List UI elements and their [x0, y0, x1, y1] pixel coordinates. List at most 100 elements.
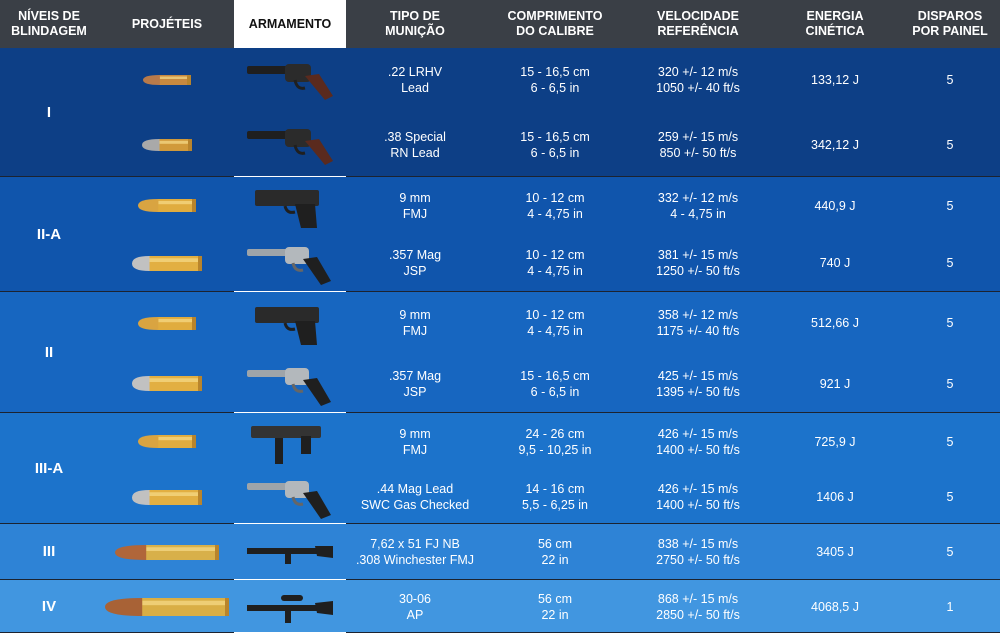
velocidade-line: 1250 +/- 50 ft/s — [656, 264, 740, 278]
energia-cell: 921 J — [770, 354, 900, 413]
velocidade-cell: 426 +/- 15 m/s 1400 +/- 50 ft/s — [626, 470, 770, 524]
comprimento-cell: 15 - 16,5 cm 6 - 6,5 in — [484, 48, 626, 112]
velocidade-cell: 868 +/- 15 m/s 2850 +/- 50 ft/s — [626, 580, 770, 633]
energia-value: 342,12 J — [811, 137, 859, 152]
table-header: NÍVEIS DE BLINDAGEM PROJÉTEIS ARMAMENTO … — [0, 0, 1000, 48]
velocidade-cell: 259 +/- 15 m/s 850 +/- 50 ft/s — [626, 112, 770, 177]
velocidade-line: 425 +/- 15 m/s — [657, 368, 739, 383]
comprimento-line: 9,5 - 10,25 in — [518, 442, 592, 457]
disparos-cell: 5 — [900, 112, 1000, 177]
magnum-revolver-icon — [234, 234, 346, 292]
armor-level-label: III — [42, 543, 56, 560]
comprimento-line: 15 - 16,5 cm — [520, 65, 590, 79]
rifle-cartridge-icon — [100, 524, 234, 580]
magnum-bullet-icon — [100, 234, 234, 292]
velocidade-line: 358 +/- 12 m/s — [657, 308, 739, 322]
pistol-bullet-icon — [100, 292, 234, 354]
velocidade-line: 1175 +/- 40 ft/s — [656, 324, 740, 338]
disparos-value: 1 — [946, 599, 954, 614]
rifle-icon — [234, 524, 346, 580]
table-row: .22 LRHV Lead 15 - 16,5 cm 6 - 6,5 in 320 +/… — [0, 48, 1000, 112]
disparos-value: 5 — [946, 490, 954, 504]
velocidade-line: 332 +/- 12 m/s — [657, 190, 739, 205]
energia-value: 440,9 J — [814, 198, 856, 213]
energia-value: 921 J — [819, 376, 851, 391]
velocidade-line: 320 +/- 12 m/s — [657, 65, 739, 79]
comprimento-line: 56 cm — [537, 537, 573, 551]
disparos-value: 5 — [946, 545, 954, 559]
tipo-line: FMJ — [402, 324, 428, 338]
header-armamento: ARMAMENTO — [234, 0, 346, 48]
tipo-line: RN Lead — [390, 145, 440, 160]
armor-level-group: III 7,62 x 51 FJ NB .308 Winchester FMJ 56 … — [0, 524, 1000, 579]
disparos-cell: 5 — [900, 292, 1000, 354]
disparos-cell: 5 — [900, 524, 1000, 580]
comprimento-cell: 10 - 12 cm 4 - 4,75 in — [484, 234, 626, 292]
tipo-line: 7,62 x 51 FJ NB — [370, 537, 460, 551]
tipo-line: FMJ — [402, 206, 428, 221]
velocidade-line: 1400 +/- 50 ft/s — [656, 442, 740, 457]
table-row: .38 Special RN Lead 15 - 16,5 cm 6 - 6,5 in… — [0, 112, 1000, 177]
energia-value: 4068,5 J — [811, 599, 859, 614]
tipo-line: .38 Special — [384, 129, 446, 144]
submachine-gun-icon — [234, 413, 346, 470]
revolver-icon — [234, 112, 346, 177]
velocidade-line: 1400 +/- 50 ft/s — [656, 498, 740, 512]
header-niveis: NÍVEIS DE BLINDAGEM — [11, 9, 87, 38]
armor-level-group: IV 30-06 AP 56 cm 22 in 868 +/- 15 m/s 2850 +/… — [0, 580, 1000, 632]
table-row: 7,62 x 51 FJ NB .308 Winchester FMJ 56 cm 2… — [0, 524, 1000, 580]
disparos-value: 5 — [946, 256, 954, 270]
pistol-icon — [234, 292, 346, 354]
table-row: 9 mm FMJ 10 - 12 cm 4 - 4,75 in 358 +/- 12 m… — [0, 292, 1000, 354]
armor-level-label: III-A — [34, 459, 64, 477]
disparos-cell: 5 — [900, 48, 1000, 112]
tipo-cell: .44 Mag Lead SWC Gas Checked — [346, 470, 484, 524]
comprimento-cell: 24 - 26 cm 9,5 - 10,25 in — [484, 413, 626, 470]
velocidade-line: 2850 +/- 50 ft/s — [656, 607, 740, 622]
table-row: 30-06 AP 56 cm 22 in 868 +/- 15 m/s 2850 +/- … — [0, 580, 1000, 633]
magnum-revolver-icon — [234, 354, 346, 413]
disparos-value: 5 — [946, 198, 954, 213]
comprimento-cell: 56 cm 22 in — [484, 580, 626, 633]
comprimento-line: 15 - 16,5 cm — [520, 368, 590, 383]
disparos-cell: 5 — [900, 470, 1000, 524]
tipo-line: .22 LRHV — [387, 65, 443, 79]
energia-cell: 4068,5 J — [770, 580, 900, 633]
header-disparos: DISPAROS POR PAINEL — [912, 9, 988, 38]
scoped-rifle-icon — [234, 580, 346, 633]
armor-level-label: IV — [41, 597, 57, 615]
revolver-icon — [234, 48, 346, 112]
comprimento-cell: 56 cm 22 in — [484, 524, 626, 580]
tipo-cell: .357 Mag JSP — [346, 234, 484, 292]
comprimento-cell: 15 - 16,5 cm 6 - 6,5 in — [484, 112, 626, 177]
tipo-cell: 30-06 AP — [346, 580, 484, 633]
disparos-value: 5 — [946, 137, 954, 152]
disparos-cell: 5 — [900, 234, 1000, 292]
armor-level-group: II 9 mm FMJ 10 - 12 cm 4 - 4,75 in 358 +/- 12… — [0, 292, 1000, 412]
header-tipo-municao: TIPO DE MUNIÇÃO — [385, 9, 445, 38]
velocidade-cell: 425 +/- 15 m/s 1395 +/- 50 ft/s — [626, 354, 770, 413]
comprimento-line: 5,5 - 6,25 in — [521, 498, 588, 512]
tipo-cell: 9 mm FMJ — [346, 292, 484, 354]
comprimento-line: 24 - 26 cm — [525, 426, 585, 441]
velocidade-line: 259 +/- 15 m/s — [657, 129, 739, 144]
magnum-revolver-icon — [234, 470, 346, 524]
header-energia: ENERGIA CINÉTICA — [805, 9, 865, 38]
tipo-cell: .22 LRHV Lead — [346, 48, 484, 112]
tipo-line: .357 Mag — [388, 248, 442, 262]
tipo-cell: 9 mm FMJ — [346, 177, 484, 234]
energia-cell: 342,12 J — [770, 112, 900, 177]
disparos-value: 5 — [946, 316, 954, 330]
tipo-line: FMJ — [402, 442, 428, 457]
comprimento-line: 10 - 12 cm — [525, 190, 585, 205]
energia-cell: 1406 J — [770, 470, 900, 524]
disparos-cell: 5 — [900, 413, 1000, 470]
energia-value: 133,12 J — [811, 73, 859, 87]
comprimento-line: 14 - 16 cm — [525, 482, 585, 496]
comprimento-line: 22 in — [541, 553, 569, 567]
comprimento-line: 15 - 16,5 cm — [520, 129, 590, 144]
small-bullet-icon — [100, 48, 234, 112]
pistol-bullet-icon — [100, 413, 234, 470]
tipo-line: 9 mm — [399, 190, 431, 205]
velocidade-line: 2750 +/- 50 ft/s — [656, 553, 740, 567]
